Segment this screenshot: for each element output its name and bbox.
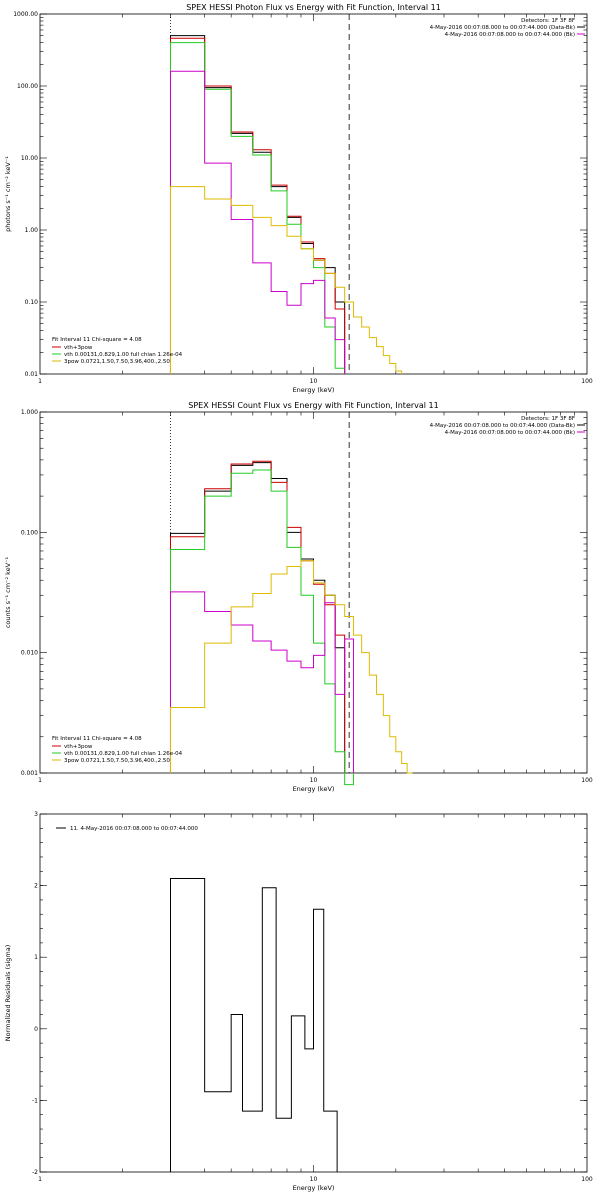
series-2-step-line (169, 469, 354, 786)
y-tick-label: 0 (34, 1026, 38, 1033)
y-tick-label: 1.000 (21, 409, 38, 416)
y-axis-label: photons s⁻¹ cm⁻² keV⁻¹ (4, 156, 12, 232)
y-tick-label: 3 (34, 811, 38, 818)
x-tick-label: 1 (38, 777, 42, 784)
y-axis-label: Normalized Residuals (sigma) (4, 945, 12, 1042)
x-tick-label: 100 (581, 378, 593, 385)
legend-fit-component-3: 3pow 0.0721,1.50,7.50,3.96,400.,2.50 (64, 758, 170, 764)
x-axis-label: Energy (keV) (293, 1184, 335, 1192)
legend-bk: 4-May-2016 00:07:08.000 to 00:07:44.000 … (445, 430, 575, 436)
series-4-step-line (169, 186, 403, 374)
y-tick-label: 0.10 (25, 299, 39, 306)
x-tick-label: 1 (38, 378, 42, 385)
y-tick-label: -2 (32, 1169, 38, 1176)
y-tick-label: 0.100 (21, 529, 38, 536)
y-tick-label: 1.00 (25, 227, 39, 234)
legend-bk: 4-May-2016 00:07:08.000 to 00:07:44.000 … (445, 32, 575, 38)
plot-frame (39, 411, 588, 774)
series-3-step-line (169, 591, 354, 773)
legend-detectors: Detectors: 1F 3F 8F (521, 416, 575, 422)
series-0-step-line (169, 462, 346, 773)
legend-fit-interval: Fit Interval 11 Chi-square = 4.08 (52, 736, 142, 742)
y-tick-label: 10.00 (21, 155, 38, 162)
y-tick-label: 0.001 (21, 770, 38, 777)
legend-fit-component-3: 3pow 0.0721,1.50,7.50,3.96,400.,2.50 (64, 359, 170, 365)
x-tick-label: 100 (581, 777, 593, 784)
legend-residual-interval: 11. 4-May-2016 00:07:08.000 to 00:07:44.… (70, 826, 198, 832)
y-axis-label: counts s⁻¹ cm⁻² keV⁻¹ (4, 556, 12, 628)
chart-title: SPEX HESSI Count Flux vs Energy with Fit… (188, 401, 439, 410)
legend-fit-component-2: vth 0.00131,0.829,1.00 full chian 1.26e-… (64, 751, 183, 757)
legend-fit-component-1: vth+3pow (64, 744, 93, 750)
y-tick-label: 2 (34, 883, 38, 890)
y-tick-label: 0.010 (21, 650, 38, 657)
y-tick-label: -1 (32, 1097, 38, 1104)
legend-fit-component-2: vth 0.00131,0.829,1.00 full chian 1.26e-… (64, 352, 183, 358)
legend-data-bk: 4-May-2016 00:07:08.000 to 00:07:44.000 … (430, 25, 575, 31)
y-tick-label: 1000.00 (13, 11, 38, 18)
y-tick-label: 1 (34, 954, 38, 961)
series-4-step-line (169, 560, 413, 774)
x-axis-label: Energy (keV) (293, 386, 335, 394)
x-tick-label: 10 (310, 777, 318, 784)
series-0-step-line (169, 877, 338, 1172)
chart-title: SPEX HESSI Photon Flux vs Energy with Fi… (186, 3, 441, 12)
x-tick-label: 10 (310, 1176, 318, 1183)
series-3-step-line (169, 70, 346, 374)
series-2-step-line (169, 42, 346, 374)
legend-detectors: Detectors: 1F 3F 8F (521, 18, 575, 24)
x-tick-label: 1 (38, 1176, 42, 1183)
series-1-step-line (169, 37, 346, 374)
series-0-step-line (169, 35, 346, 374)
y-tick-label: 0.01 (25, 371, 39, 378)
plot-frame (39, 13, 588, 375)
x-tick-label: 100 (581, 1176, 593, 1183)
legend-fit-interval: Fit Interval 11 Chi-square = 4.08 (52, 337, 142, 343)
x-tick-label: 10 (310, 378, 318, 385)
series-1-step-line (169, 460, 346, 773)
legend-fit-component-1: vth+3pow (64, 345, 93, 351)
x-axis-label: Energy (keV) (293, 785, 335, 793)
y-tick-label: 100.00 (17, 83, 38, 90)
legend-data-bk: 4-May-2016 00:07:08.000 to 00:07:44.000 … (430, 423, 575, 429)
